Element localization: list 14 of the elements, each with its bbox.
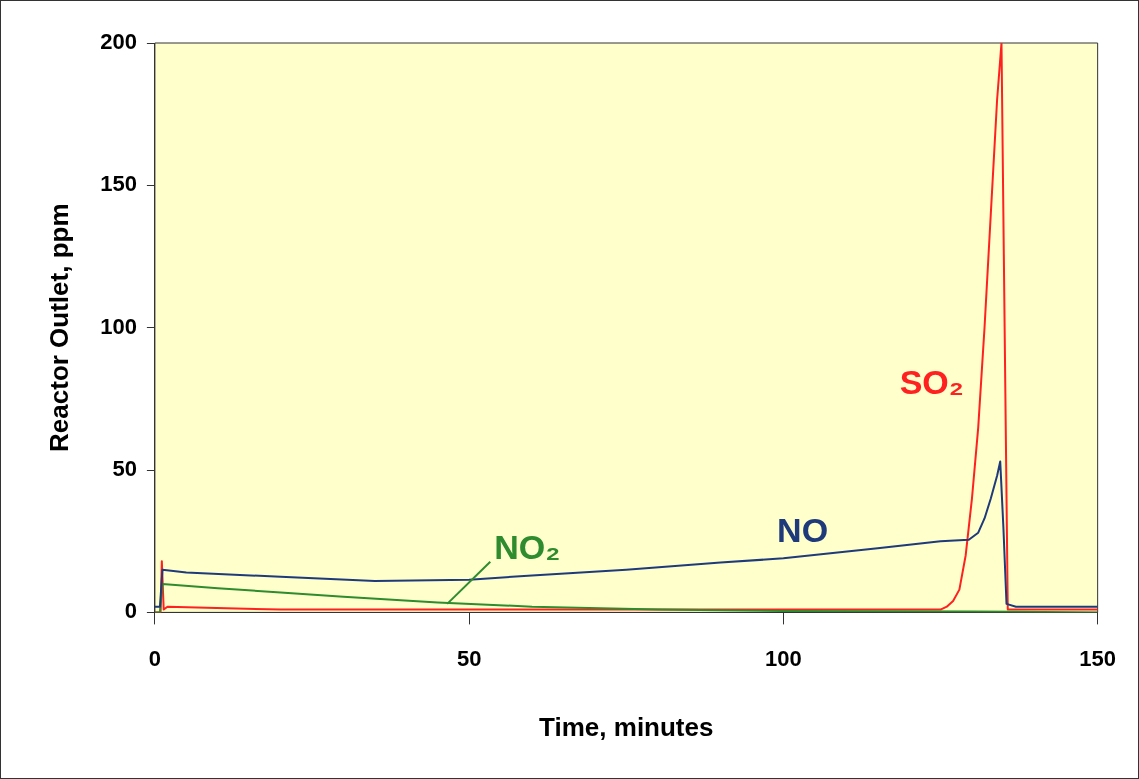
y-tick-label: 150: [100, 171, 137, 197]
y-tick-label: 200: [100, 29, 137, 55]
series-label: NO₂: [494, 528, 561, 567]
x-axis-title: Time, minutes: [539, 711, 714, 742]
x-tick-label: 50: [456, 645, 482, 671]
series-label: NO: [777, 511, 829, 550]
y-tick-label: 0: [124, 598, 137, 624]
series-label: SO₂: [899, 363, 964, 402]
x-tick-label: 150: [1079, 645, 1117, 671]
x-tick-label: 0: [148, 645, 162, 671]
x-tick-label: 100: [765, 645, 802, 671]
y-tick-label: 50: [112, 456, 137, 482]
y-axis-title: Reactor Outlet, ppm: [43, 203, 74, 452]
y-tick-label: 100: [100, 313, 137, 339]
